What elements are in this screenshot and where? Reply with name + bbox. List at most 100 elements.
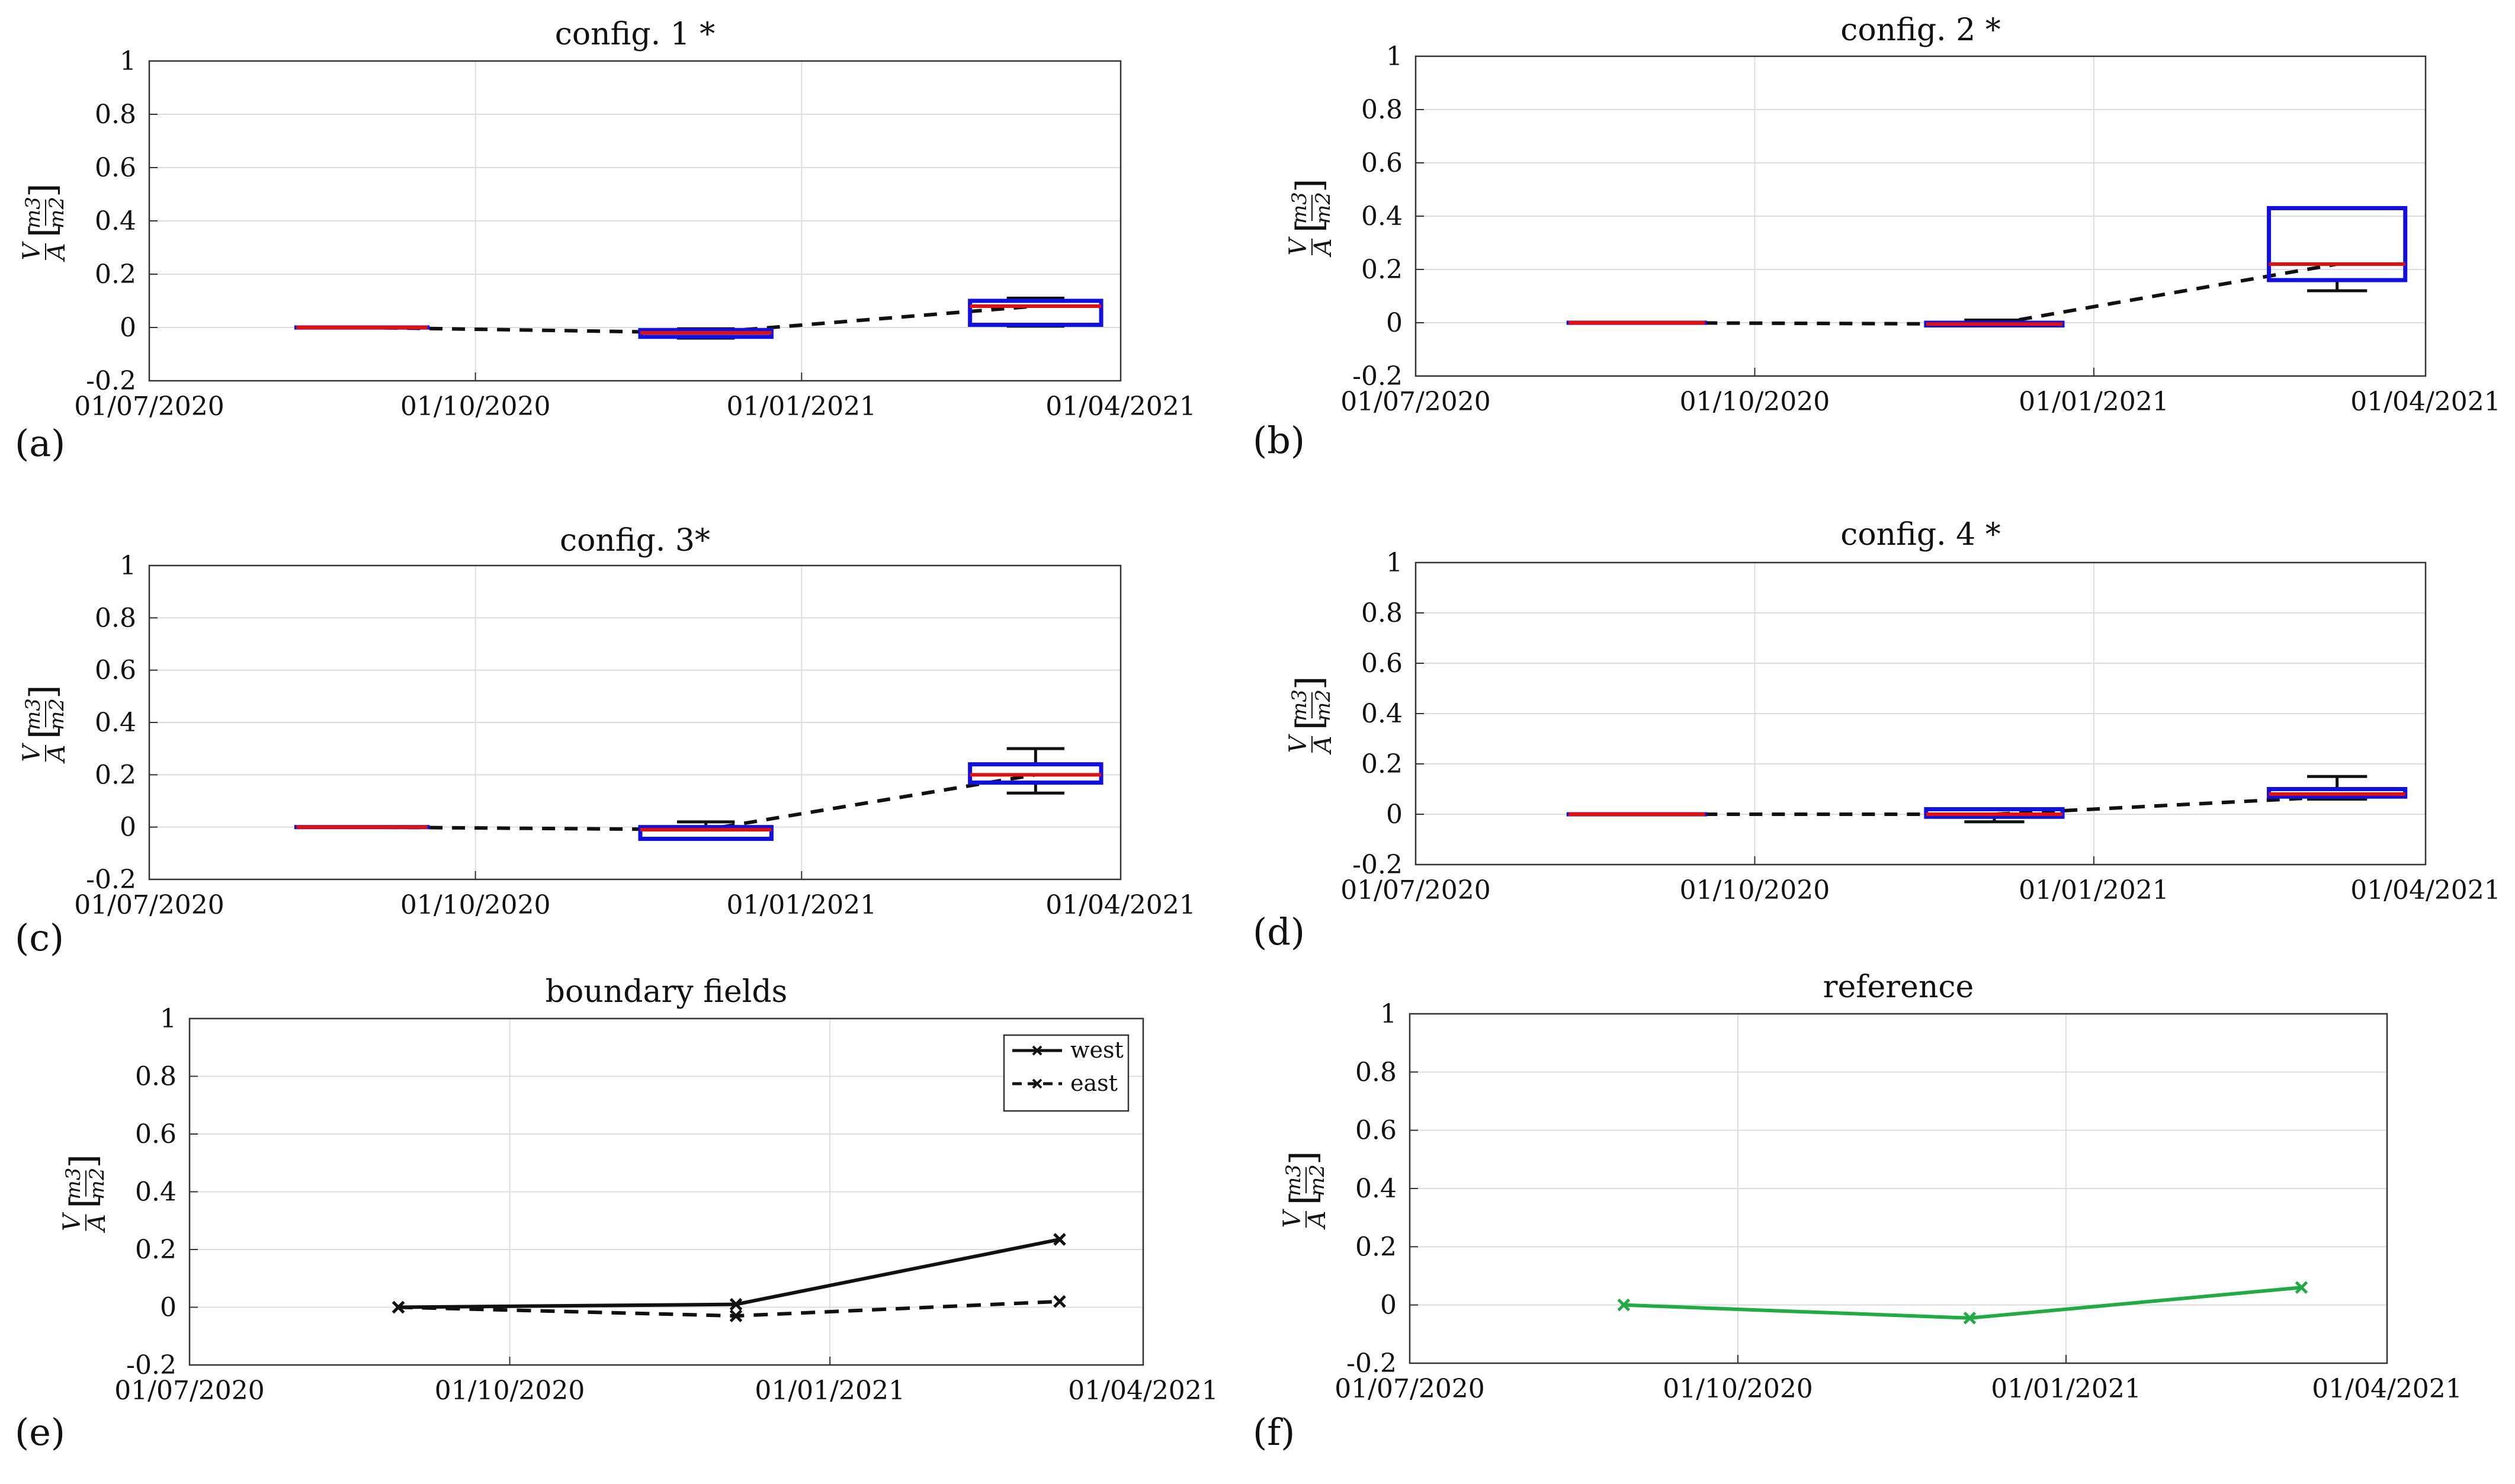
y-tick-label: 0.2	[1355, 1232, 1397, 1262]
x-tick-label: 01/04/2021	[2312, 1374, 2462, 1404]
panel-label: (d)	[1253, 910, 1305, 953]
x-tick-label: 01/10/2020	[400, 890, 551, 920]
y-label-den: A	[43, 243, 70, 263]
y-tick-label: 0.6	[135, 1119, 177, 1149]
y-label-unit-den: m2	[45, 197, 69, 229]
y-tick-label: 0.8	[1361, 598, 1403, 628]
y-label-num: V	[18, 742, 46, 762]
y-axis-label: VA [m3 m2]	[1285, 676, 1337, 756]
y-label-den: A	[1310, 239, 1337, 258]
x-tick-label: 01/07/2020	[74, 391, 224, 422]
x-tick-label: 01/01/2021	[727, 391, 877, 422]
y-label-bracket-open: [	[1289, 219, 1330, 233]
y-label-num: V	[18, 240, 46, 260]
x-tick-label: 01/07/2020	[1340, 875, 1491, 905]
y-tick-label: 1	[120, 551, 136, 581]
y-tick-label: 0.2	[95, 760, 136, 790]
axes-box	[1414, 55, 2427, 377]
y-label-num: V	[1285, 236, 1312, 255]
y-tick-label: 0.4	[1361, 699, 1403, 729]
marker-stroke	[729, 1297, 743, 1311]
y-tick-label: 1	[120, 46, 136, 76]
y-label-bracket-close: ]	[1283, 1151, 1324, 1165]
box-group	[2267, 775, 2408, 801]
y-tick-label: 0	[1380, 1290, 1397, 1321]
x-tick-label: 01/04/2021	[1045, 391, 1196, 422]
y-tick-label: 1	[160, 1004, 177, 1034]
y-tick-label: 0.8	[95, 603, 136, 633]
panel-label: (f)	[1253, 1411, 1295, 1454]
y-tick-label: 0	[120, 812, 136, 843]
legend-label-west: west	[1070, 1037, 1124, 1063]
y-label-bracket-close: ]	[1289, 676, 1330, 690]
box-group	[968, 297, 1103, 328]
y-label-unit-den: m2	[1311, 689, 1335, 721]
y-tick-label: 0	[1386, 308, 1403, 338]
y-tick-label: 0	[160, 1293, 177, 1323]
y-tick-label: 0.6	[95, 153, 136, 183]
y-tick-label: 0.8	[135, 1062, 177, 1092]
marker-stroke	[1053, 1233, 1066, 1246]
x-tick-label: 01/04/2021	[2350, 875, 2501, 905]
box-group	[638, 820, 774, 841]
y-label-unit-num: m3	[62, 1168, 85, 1200]
y-tick-label: 0.6	[1355, 1116, 1397, 1146]
mean-line	[1637, 262, 2338, 326]
y-tick-label: 0.8	[95, 99, 136, 130]
y-label-bracket-close: ]	[23, 184, 64, 197]
y-label-unit-num: m3	[21, 197, 45, 229]
y-tick-label: 0.2	[135, 1235, 177, 1265]
y-label-unit-den: m2	[1311, 192, 1335, 224]
chart-title: config. 4 *	[1840, 517, 2001, 553]
legend-marker	[1032, 1045, 1042, 1056]
y-axis-label: VA [m3 m2]	[59, 1154, 111, 1234]
panel-2: 01/07/2020 01/10/2020 01/01/2021 01/04/2021…	[1253, 12, 2501, 462]
y-axis-label: VA [m3 m2]	[1279, 1151, 1331, 1231]
y-label-bracket-open: [	[23, 224, 64, 237]
y-tick-label: 0.4	[1355, 1174, 1397, 1204]
chart-title: reference	[1823, 969, 1974, 1005]
marker-stroke	[1963, 1312, 1977, 1325]
x-tick-label: 01/07/2020	[74, 890, 224, 920]
series-marker-west	[729, 1297, 743, 1311]
box-iqr	[968, 298, 1103, 327]
y-tick-label: 0.4	[1361, 201, 1403, 232]
series-marker-east	[729, 1309, 743, 1322]
y-label-unit-den: m2	[1305, 1164, 1329, 1196]
marker-stroke	[1053, 1295, 1066, 1308]
panel-4: 01/07/2020 01/10/2020 01/01/2021 01/04/2021…	[1253, 517, 2501, 953]
y-label-den: A	[1310, 736, 1337, 756]
y-tick-label: -0.2	[86, 366, 136, 396]
y-label-unit-num: m3	[1288, 689, 1311, 721]
y-tick-label: 0.2	[1361, 255, 1403, 285]
x-tick-label: 01/04/2021	[2350, 387, 2501, 417]
axes-box	[1414, 561, 2427, 866]
y-tick-label: -0.2	[1346, 1348, 1397, 1379]
y-tick-label: 1	[1386, 41, 1403, 72]
x-tick-label: 01/10/2020	[435, 1376, 585, 1406]
series-marker-reference	[2295, 1281, 2308, 1294]
y-tick-label: -0.2	[1352, 361, 1403, 391]
mean-line	[1637, 795, 2337, 816]
panel-label: (e)	[15, 1411, 65, 1454]
marker-stroke	[392, 1300, 405, 1314]
y-label-bracket-close: ]	[63, 1154, 104, 1168]
legend: west east	[1003, 1034, 1130, 1112]
y-label-bracket-close: ]	[23, 685, 64, 699]
y-tick-label: 0.8	[1355, 1057, 1397, 1087]
y-label-unit-num: m3	[1282, 1164, 1305, 1196]
marker-stroke	[729, 1309, 743, 1322]
y-axis-label: VA [m3 m2]	[18, 184, 70, 263]
legend-box	[1003, 1034, 1130, 1112]
legend-marker	[1032, 1078, 1042, 1089]
axes-box	[148, 60, 1122, 382]
y-tick-label: 0.2	[95, 259, 136, 290]
y-tick-label: 1	[1380, 999, 1397, 1029]
x-tick-label: 01/07/2020	[114, 1376, 265, 1406]
y-label-bracket-open: [	[63, 1194, 104, 1208]
y-axis-label: VA [m3 m2]	[18, 685, 70, 765]
box-group	[968, 747, 1103, 795]
chart-title: config. 2 *	[1840, 12, 2001, 48]
x-tick-label: 01/01/2021	[2019, 875, 2169, 905]
y-tick-label: 0	[120, 313, 136, 343]
